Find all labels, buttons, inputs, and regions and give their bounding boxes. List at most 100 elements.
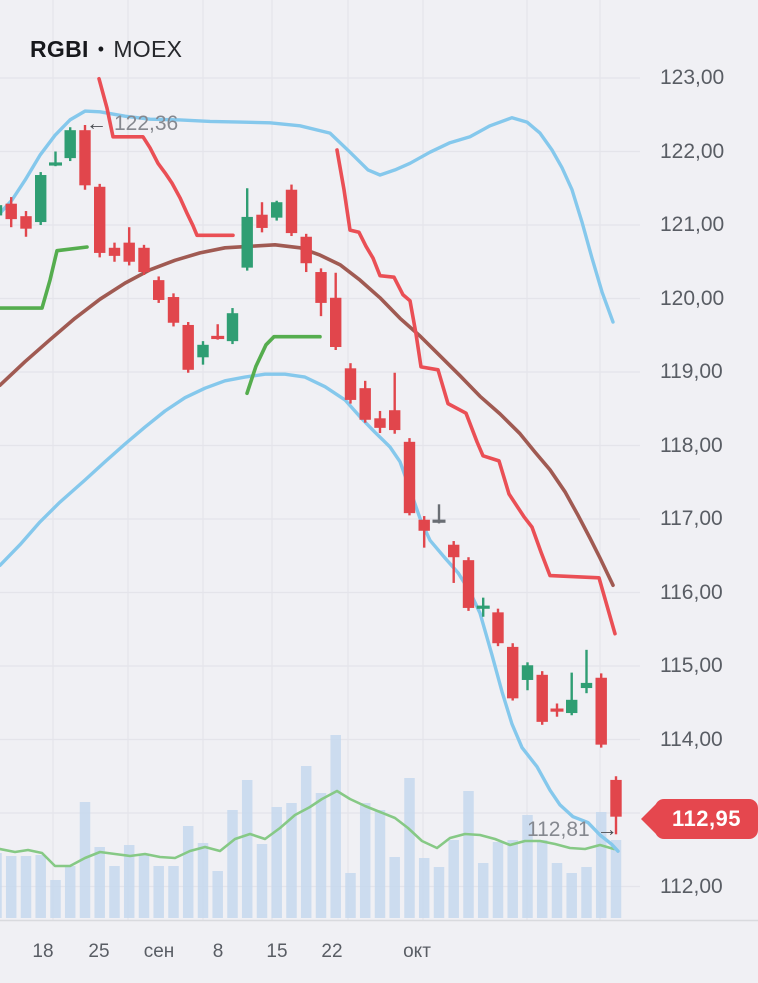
doji-bar: [550, 708, 564, 712]
candle-body: [492, 612, 504, 644]
volume-bar: [241, 780, 253, 918]
candle-body: [359, 388, 371, 420]
high-price-value: 122,36: [114, 112, 179, 135]
band-low-annotation: 112,81 →: [527, 818, 618, 842]
volume-bar: [433, 867, 445, 918]
volume-bar: [138, 854, 150, 918]
candle-body: [285, 189, 298, 234]
candle-body: [507, 646, 519, 699]
volume-bar: [492, 842, 504, 918]
volume-bar: [256, 844, 268, 918]
symbol-title[interactable]: RGBI • MOEX: [30, 36, 182, 63]
volume-bar: [0, 853, 2, 918]
volume-bar: [271, 807, 282, 918]
time-axis-label: окт: [403, 941, 431, 962]
volume-bar: [315, 793, 327, 918]
overlay-line: [97, 76, 235, 238]
price-axis-label: 118,00: [660, 433, 723, 457]
candle-body: [20, 216, 32, 229]
candle-body: [344, 368, 357, 400]
candle-body: [315, 272, 327, 303]
price-axis-label: 115,00: [660, 654, 723, 677]
band-low-value: 112,81: [527, 818, 590, 841]
doji-bar: [49, 162, 62, 166]
candle-body: [79, 130, 91, 186]
price-axis-label: 119,00: [660, 360, 723, 383]
last-price-value: 112,95: [655, 799, 758, 839]
price-axis-label: 122,00: [660, 139, 725, 163]
candle-body: [256, 214, 268, 228]
volume-bar: [595, 812, 607, 918]
volume-bar: [20, 856, 32, 918]
candle-body: [226, 313, 239, 342]
volume-bar: [182, 826, 194, 918]
overlay-line: [0, 245, 89, 310]
price-axis-label: 121,00: [660, 213, 725, 236]
overlay-line: [245, 334, 322, 396]
candle-body: [566, 699, 578, 714]
candle-body: [94, 186, 106, 253]
volume-bar: [300, 766, 312, 918]
overlay-line: [0, 109, 615, 324]
time-axis-label: 18: [32, 941, 54, 962]
volume-bar: [404, 778, 415, 918]
price-axis-label: 120,00: [660, 286, 725, 310]
candle-body: [271, 202, 283, 218]
volume-bar: [94, 847, 105, 918]
high-price-annotation: ← 122,36: [86, 112, 178, 136]
candle-body: [0, 205, 3, 216]
volume-bar: [477, 863, 489, 918]
volume-bar: [507, 840, 518, 918]
volume-bar: [418, 858, 430, 918]
separator-dot-icon: •: [97, 39, 105, 59]
volume-bar: [79, 802, 91, 918]
candle-body: [138, 247, 150, 273]
volume-bar: [330, 735, 341, 918]
price-axis-label: 123,00: [660, 66, 725, 89]
volume-bar: [448, 840, 459, 918]
candle-body: [300, 236, 312, 264]
volume-bar: [536, 840, 548, 918]
price-axis-label: 116,00: [660, 580, 723, 604]
candle-body: [153, 280, 165, 300]
left-arrow-icon: ←: [86, 112, 107, 135]
volume-bar: [123, 845, 135, 918]
exchange-name: MOEX: [113, 36, 183, 62]
candle-body: [241, 216, 253, 268]
time-axis-label: 15: [266, 941, 288, 962]
doji-bar: [476, 605, 490, 609]
volume-bar: [374, 810, 386, 918]
doji-bar: [432, 519, 446, 523]
volume-bar: [153, 866, 164, 918]
candle-body: [521, 665, 534, 680]
candle-body: [35, 175, 47, 223]
time-axis-label: 8: [212, 941, 224, 962]
overlay-line: [0, 243, 615, 588]
candle-body: [595, 677, 607, 745]
volume-bar: [551, 863, 563, 918]
candle-body: [580, 682, 593, 689]
volume-bar: [35, 855, 46, 918]
candle-body: [374, 418, 386, 428]
last-price-badge: 112,95: [641, 799, 758, 839]
volume-bar: [168, 866, 179, 918]
candle-body: [403, 441, 416, 514]
overlay-line: [0, 789, 616, 868]
candle-body: [610, 779, 622, 817]
volume-bar: [610, 840, 622, 918]
volume-bar: [109, 866, 120, 918]
price-axis-label: 117,00: [660, 507, 723, 530]
overlay-line: [335, 148, 617, 636]
volume-bar: [359, 803, 371, 918]
time-axis-label: 22: [321, 941, 343, 962]
volume-bar: [345, 873, 356, 918]
volume-bar: [212, 871, 223, 918]
volume-bar: [5, 856, 17, 918]
candle-body: [448, 544, 460, 558]
badge-pointer-icon: [641, 803, 657, 835]
time-axis-label: сен: [143, 941, 175, 962]
candle-body: [5, 203, 17, 220]
candle-body: [182, 324, 194, 370]
price-axis-label: 114,00: [660, 727, 723, 751]
